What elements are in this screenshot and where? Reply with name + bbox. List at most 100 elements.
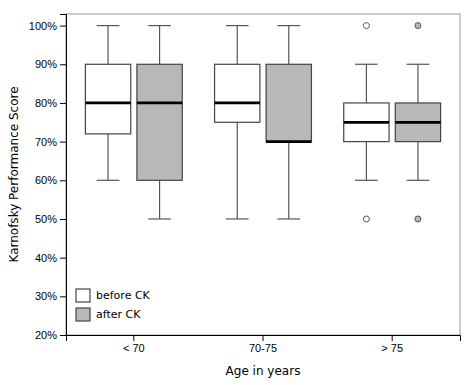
y-tick-label: 90% — [35, 58, 57, 70]
box-body — [266, 64, 311, 141]
y-axis-line — [60, 15, 67, 336]
box — [85, 26, 130, 181]
boxes — [85, 23, 440, 222]
y-tick: 70% — [35, 136, 66, 148]
box-body — [344, 103, 389, 142]
y-tick-mark — [60, 258, 66, 259]
box-body — [395, 103, 440, 142]
y-tick-mark — [60, 296, 66, 297]
box — [215, 26, 260, 219]
plot-frame — [66, 14, 460, 335]
whisker-high — [159, 26, 160, 65]
flier — [363, 23, 369, 29]
chart: 20% 30% 40% 50% 60% 70% 80% 90% 100% < 70 70-75 > 7… — [0, 0, 474, 385]
cap-low — [97, 180, 120, 181]
cap-high — [407, 64, 430, 65]
whisker-high — [366, 64, 367, 103]
y-tick-label: 20% — [35, 329, 57, 341]
legend: before CK after CK — [76, 289, 151, 321]
median — [395, 121, 440, 124]
box-series — [137, 23, 441, 222]
y-tick-mark — [60, 26, 66, 27]
cap-high — [355, 64, 378, 65]
legend-label: before CK — [96, 289, 151, 302]
x-tick-label: 70-75 — [249, 342, 277, 354]
y-tick: 90% — [35, 58, 66, 70]
box-body — [215, 64, 260, 122]
y-tick-mark — [60, 180, 66, 181]
y-tick: 40% — [35, 252, 66, 264]
y-tick-label: 50% — [35, 213, 57, 225]
whisker-low — [288, 142, 289, 219]
median — [215, 102, 260, 105]
y-tick: 20% — [35, 329, 66, 341]
whisker-high — [288, 26, 289, 65]
y-tick-label: 100% — [29, 20, 57, 32]
whisker-low — [107, 134, 108, 180]
y-tick-label: 30% — [35, 290, 57, 302]
legend-label: after CK — [96, 308, 141, 321]
box-body — [137, 64, 182, 180]
cap-low — [148, 218, 171, 219]
whisker-low — [159, 180, 160, 219]
legend-item: before CK — [76, 289, 151, 302]
box-series — [85, 23, 389, 222]
median — [266, 140, 311, 143]
legend-item: after CK — [76, 308, 141, 321]
whisker-low — [237, 122, 238, 219]
y-tick: 100% — [29, 20, 66, 32]
x-axis-line — [67, 336, 461, 342]
cap-high — [226, 25, 249, 26]
box — [266, 26, 311, 219]
flier — [415, 23, 421, 29]
y-tick-label: 60% — [35, 174, 57, 186]
whisker-high — [237, 26, 238, 65]
cap-high — [277, 25, 300, 26]
y-tick-mark — [60, 335, 66, 336]
legend-swatch — [76, 308, 90, 321]
y-tick: 60% — [35, 174, 66, 186]
box — [137, 26, 182, 219]
whisker-high — [107, 26, 108, 65]
y-tick: 30% — [35, 290, 66, 302]
cap-low — [407, 180, 430, 181]
x-tick: < 70 — [123, 335, 145, 354]
box — [344, 23, 389, 222]
cap-low — [355, 180, 378, 181]
cap-low — [277, 218, 300, 219]
flier — [415, 216, 421, 222]
x-tick-mark — [263, 335, 264, 341]
y-tick: 50% — [35, 213, 66, 225]
flier — [363, 216, 369, 222]
y-tick-mark — [60, 103, 66, 104]
median — [85, 102, 130, 105]
whisker-high — [417, 64, 418, 103]
x-axis-title: Age in years — [226, 364, 301, 378]
x-tick-label: > 75 — [381, 342, 403, 354]
y-tick-label: 80% — [35, 97, 57, 109]
x-tick: > 75 — [381, 335, 403, 354]
y-axis-title: Karnofsky Performance Score — [7, 86, 21, 262]
legend-swatch — [76, 289, 90, 302]
median — [137, 102, 182, 105]
y-tick-mark — [60, 219, 66, 220]
y-axis: 20% 30% 40% 50% 60% 70% 80% 90% 100% — [29, 15, 67, 342]
cap-high — [97, 25, 120, 26]
whisker-low — [366, 142, 367, 181]
cap-low — [226, 218, 249, 219]
y-tick: 80% — [35, 97, 66, 109]
median — [344, 121, 389, 124]
x-tick-mark — [392, 335, 393, 341]
plot-area: 20% 30% 40% 50% 60% 70% 80% 90% 100% < 70 70-75 > 7… — [29, 14, 461, 354]
y-tick-label: 70% — [35, 136, 57, 148]
whisker-low — [417, 142, 418, 181]
box-body — [85, 64, 130, 134]
x-tick-mark — [133, 335, 134, 341]
cap-high — [148, 25, 171, 26]
x-tick: 70-75 — [249, 335, 277, 354]
x-tick-label: < 70 — [123, 342, 145, 354]
x-axis: < 70 70-75 > 75 — [67, 335, 461, 354]
y-tick-mark — [60, 142, 66, 143]
y-tick-label: 40% — [35, 252, 57, 264]
box — [395, 23, 440, 222]
